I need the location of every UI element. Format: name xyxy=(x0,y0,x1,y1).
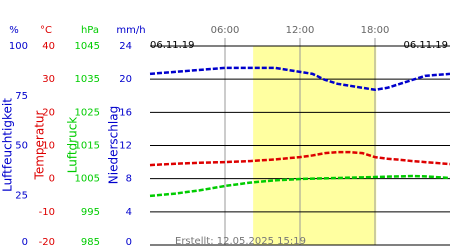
y-tick-label: 1015 xyxy=(75,141,100,152)
y-tick-label: -20 xyxy=(39,237,55,248)
y-tick-label: 0 xyxy=(49,174,55,185)
y-tick-label: 985 xyxy=(81,237,100,248)
y-tick-label: 995 xyxy=(81,207,100,218)
y-tick-label: 30 xyxy=(42,74,55,85)
data-line xyxy=(149,66,450,92)
y-tick-label: 8 xyxy=(126,174,132,185)
x-tick-label: 18:00 xyxy=(361,25,390,36)
y-tick-label: -10 xyxy=(39,207,55,218)
data-line xyxy=(149,150,450,167)
y-tick-label: 16 xyxy=(119,107,132,118)
axis-unit: °C xyxy=(40,25,52,36)
axis-unit: mm/h xyxy=(116,25,145,36)
data-line xyxy=(149,174,450,198)
y-tick-label: 24 xyxy=(119,41,132,52)
y-tick-label: 75 xyxy=(15,91,28,102)
axis-label: Luftfeuchtigkeit xyxy=(1,98,15,192)
y-tick-label: 10 xyxy=(42,141,55,152)
y-tick-label: 20 xyxy=(119,74,132,85)
y-tick-label: 40 xyxy=(42,41,55,52)
y-tick-label: 1025 xyxy=(75,107,100,118)
y-tick-label: 1045 xyxy=(75,41,100,52)
x-tick-label: 12:00 xyxy=(286,25,315,36)
axis-unit: hPa xyxy=(81,25,99,36)
axis-label: Temperatur xyxy=(33,110,47,180)
y-tick-label: 100 xyxy=(9,41,28,52)
y-tick-label: 20 xyxy=(42,107,55,118)
y-tick-label: 1005 xyxy=(75,174,100,185)
y-tick-label: 12 xyxy=(119,141,132,152)
y-tick-label: 50 xyxy=(15,141,28,152)
x-tick-label: 06:00 xyxy=(211,25,240,36)
y-tick-label: 4 xyxy=(126,207,132,218)
axis-unit: % xyxy=(9,25,19,36)
axis-label: Luftdruck xyxy=(66,117,80,174)
y-tick-label: 0 xyxy=(126,237,132,248)
y-tick-label: 25 xyxy=(15,190,28,201)
axis-label: Niederschlag xyxy=(107,106,121,184)
y-tick-label: 0 xyxy=(22,237,28,248)
y-tick-label: 1035 xyxy=(75,74,100,85)
footer: Erstellt: 12.05.2025 15:19 xyxy=(175,236,306,247)
